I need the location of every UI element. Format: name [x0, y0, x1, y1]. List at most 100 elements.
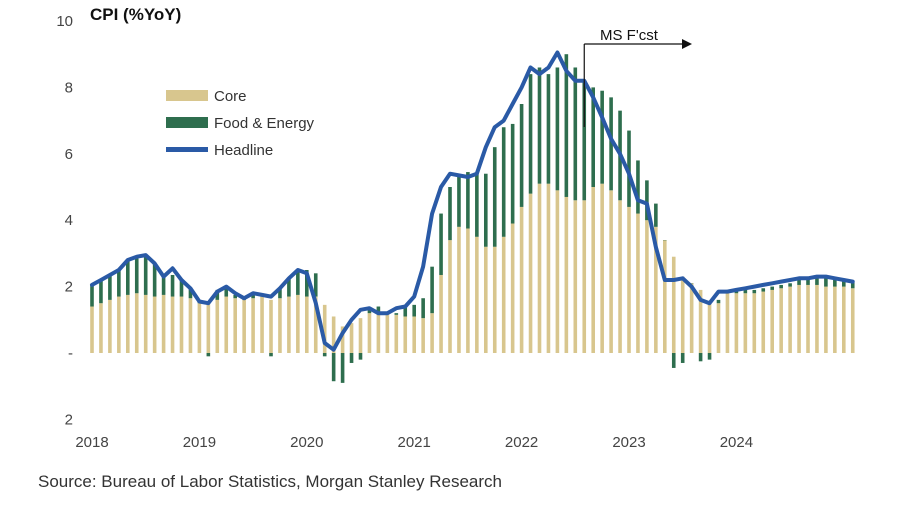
food-energy-bar — [466, 172, 470, 229]
food-energy-bar — [439, 213, 443, 275]
food-energy-bar — [636, 160, 640, 214]
core-bar — [716, 303, 721, 353]
food-energy-bar — [627, 130, 631, 207]
food-energy-bar — [761, 288, 766, 292]
forecast-label: MS F'cst — [600, 27, 659, 44]
core-bar — [564, 196, 569, 353]
x-tick-label: 2023 — [612, 434, 645, 451]
food-energy-bar — [743, 289, 748, 294]
core-bar — [770, 289, 774, 353]
food-energy-bar — [591, 87, 595, 187]
food-energy-bar — [475, 173, 479, 237]
core-bar — [457, 226, 461, 353]
core-bar — [251, 298, 255, 353]
food-energy-bar — [788, 283, 792, 287]
food-energy-bar — [850, 281, 855, 289]
food-energy-bar — [313, 273, 318, 297]
core-bar — [761, 291, 766, 353]
food-energy-bar — [161, 274, 166, 295]
core-bar — [439, 274, 443, 353]
food-energy-bar — [233, 294, 237, 299]
food-energy-bar — [716, 299, 721, 304]
food-energy-bar — [698, 353, 703, 362]
food-energy-bar — [582, 80, 587, 201]
food-energy-bar — [394, 313, 399, 315]
core-bar — [752, 293, 757, 353]
food-energy-bar — [815, 278, 819, 285]
core-bar — [743, 293, 748, 353]
core-bar — [663, 240, 667, 353]
core-bar — [126, 294, 130, 353]
core-bar — [313, 296, 318, 353]
core-bar — [161, 294, 166, 353]
core-bar — [582, 200, 587, 353]
core-bar — [179, 296, 184, 353]
food-energy-bar — [448, 187, 452, 241]
x-tick-label: 2022 — [505, 434, 538, 451]
food-energy-bar — [412, 304, 416, 317]
food-energy-bar — [224, 288, 229, 297]
core-bar — [403, 316, 408, 353]
y-tick-label: 2 — [65, 411, 73, 428]
core-bar — [188, 298, 193, 353]
food-energy-bar — [779, 284, 783, 289]
food-energy-bar — [546, 74, 551, 184]
core-bar — [197, 303, 202, 353]
core-bar — [510, 223, 515, 353]
core-bar — [143, 294, 148, 353]
y-tick-label: 2 — [65, 279, 73, 296]
core-bar — [609, 190, 613, 353]
core-bar — [734, 293, 739, 353]
food-energy-bar — [143, 256, 148, 295]
y-tick-label: 10 — [56, 13, 73, 30]
core-bar — [305, 296, 309, 353]
core-bar — [90, 306, 94, 353]
food-energy-bar — [680, 353, 685, 363]
y-axis: 10 8 6 4 2 - 2 — [56, 13, 73, 428]
core-bar — [484, 246, 488, 353]
food-energy-bar — [600, 90, 604, 184]
food-energy-bar — [573, 67, 578, 201]
core-bar — [466, 228, 470, 353]
food-energy-bar — [296, 271, 300, 295]
core-bar — [260, 296, 264, 353]
core-bar — [537, 183, 542, 353]
food-energy-bar — [752, 289, 757, 294]
food-energy-bar — [797, 279, 801, 285]
core-bar — [242, 299, 246, 353]
core-bar — [134, 293, 139, 353]
x-tick-label: 2018 — [75, 434, 108, 451]
core-bar — [689, 283, 694, 353]
y-tick-label: 6 — [65, 146, 73, 163]
core-bar — [358, 318, 363, 353]
food-energy-bar — [349, 353, 354, 363]
food-energy-bar — [117, 270, 121, 297]
food-energy-bar — [170, 274, 175, 297]
core-bar — [654, 226, 658, 353]
food-energy-bar — [179, 279, 184, 297]
core-bar — [287, 296, 291, 353]
core-bar — [645, 220, 649, 353]
food-energy-bar — [322, 353, 327, 357]
food-energy-bar — [108, 274, 112, 300]
food-energy-bar — [528, 74, 533, 194]
food-energy-bar — [206, 353, 211, 357]
legend-swatch — [166, 117, 208, 128]
food-energy-bar — [555, 67, 560, 191]
headline-line — [90, 50, 855, 352]
core-bar — [99, 303, 103, 353]
food-energy-bar — [215, 289, 220, 300]
core-bar — [448, 240, 452, 353]
food-energy-bar — [609, 97, 613, 191]
forecast-arrow-head — [682, 39, 692, 49]
food-energy-bar — [484, 173, 488, 247]
forecast-annotation: MS F'cst — [583, 27, 692, 127]
food-energy-bar — [126, 260, 130, 295]
core-bar — [278, 298, 282, 353]
legend-label: Food & Energy — [214, 115, 315, 132]
food-energy-bar — [457, 175, 461, 227]
food-energy-bar — [287, 278, 291, 297]
core-bar — [108, 299, 112, 353]
core-bar — [636, 213, 640, 353]
